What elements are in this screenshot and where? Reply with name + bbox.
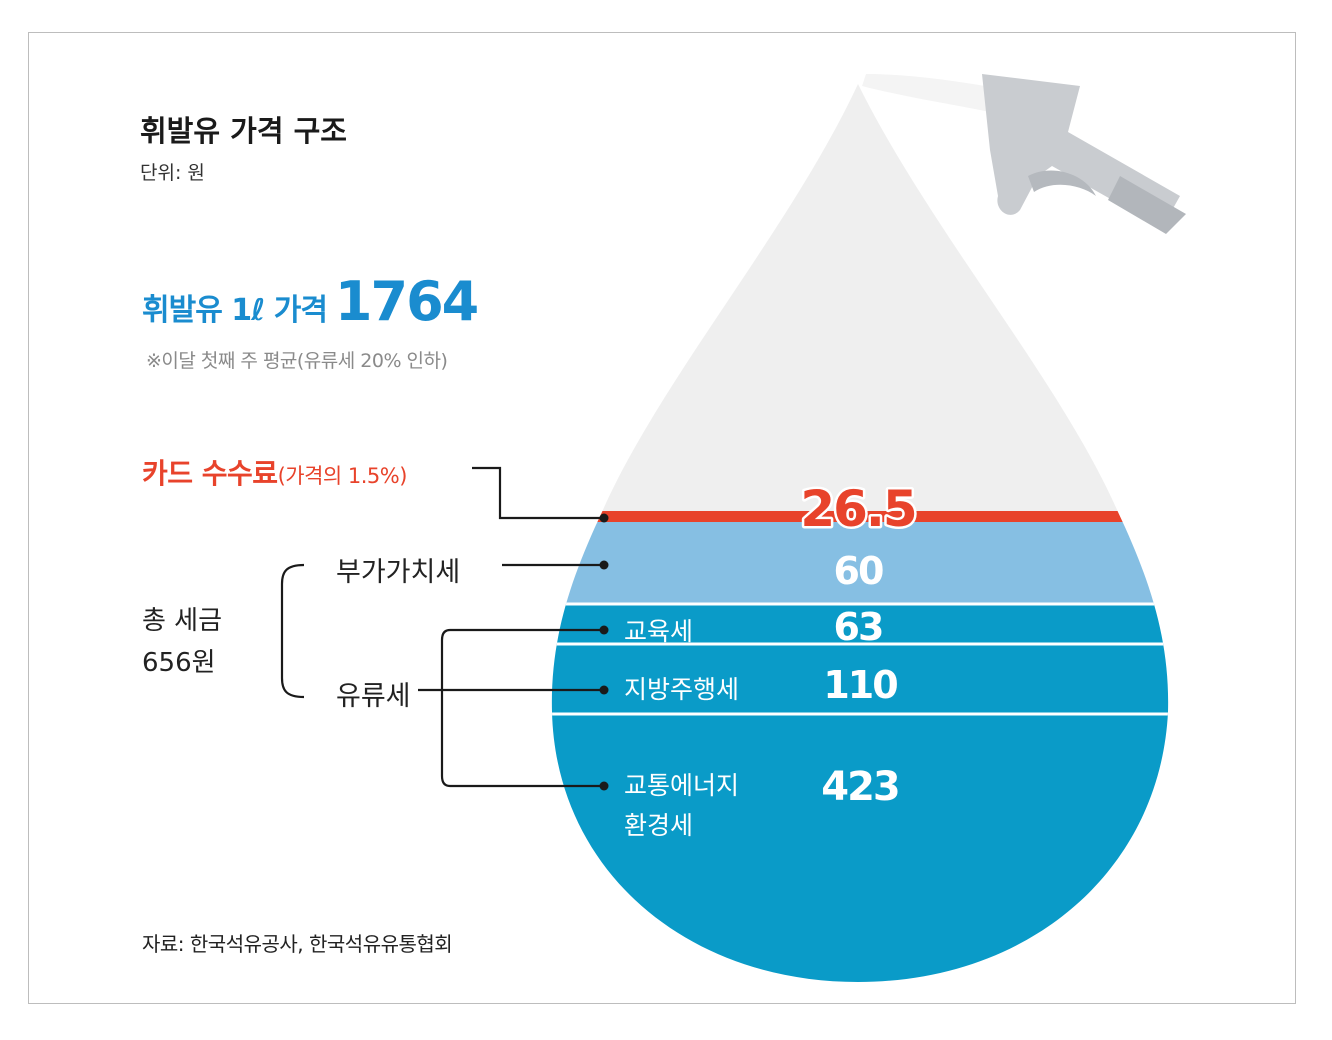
value-local-tax: 110 [823,663,897,707]
total-tax-label: 총 세금 656원 [142,600,222,684]
value-vat: 60 [834,549,883,593]
card-fee-note: (가격의 1.5%) [277,464,408,488]
leader-lines [280,466,604,788]
local-tax-band [551,644,1169,714]
energy-tax-label-line2: 환경세 [624,811,694,840]
headline-value: 1764 [334,270,479,333]
total-tax-bracket [280,563,305,699]
fuel-tax-label: 유류세 [336,681,411,712]
fuel-tax-bracket [440,628,604,788]
source-note: 자료: 한국석유공사, 한국석유유통협회 [142,932,453,956]
energy-tax-label-line1: 교통에너지 [624,771,740,800]
leader-dots [599,513,609,791]
vat-band [551,522,1169,604]
value-labels: 26.5 60 63 110 423 [798,478,920,811]
drop-top-band [551,84,1169,511]
card-fee-band [551,511,1169,522]
card-fee-label: 카드 수수료(가격의 1.5%) [142,452,407,492]
headline-price: 휘발유 1ℓ 가격 1764 [142,270,479,333]
total-tax-amount: 656원 [142,648,216,678]
card-fee-leader [472,466,604,520]
education-tax-label: 교육세 [624,617,694,646]
energy-tax-band [551,714,1169,982]
local-tax-label: 지방주행세 [624,675,740,704]
chart-title: 휘발유 가격 구조 [140,114,347,148]
total-tax-title: 총 세금 [142,606,223,636]
price-note: ※이달 첫째 주 평균(유류세 20% 인하) [146,350,448,372]
band-separators [551,602,1169,716]
unit-label: 단위: 원 [140,162,205,184]
value-card-fee: 26.5 [800,480,915,538]
education-tax-band [551,604,1169,644]
card-fee-title: 카드 수수료 [142,457,278,490]
value-education-tax: 63 [834,605,883,649]
value-energy-tax: 423 [821,764,899,810]
headline-label: 휘발유 1ℓ 가격 [142,293,328,328]
energy-tax-label: 교통에너지 환경세 [624,766,739,846]
fuel-nozzle-icon [862,74,1186,234]
vat-label: 부가가치세 [336,557,461,588]
